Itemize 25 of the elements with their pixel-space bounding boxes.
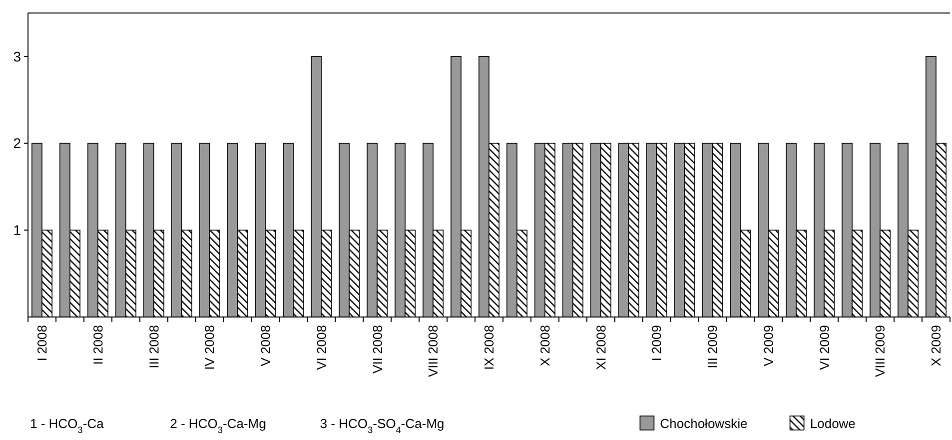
y-tick-label: 3 (13, 48, 22, 64)
x-tick-label: II 2008 (90, 325, 106, 365)
text: 3 - HCO$_{3}$-SO$_{4}$-Ca-Mg (320, 416, 444, 435)
y-tick-label: 2 (13, 135, 22, 152)
legend-label: Chochołowskie (660, 416, 748, 431)
x-tick-label: XI 2008 (593, 325, 608, 370)
x-tick-label: I 2009 (649, 325, 664, 362)
x-tick-label: VI 2008 (314, 325, 329, 370)
x-tick-label: V 2008 (258, 325, 274, 366)
x-tick-label: VIII 2008 (426, 325, 441, 378)
x-tick-label: VII 2008 (370, 325, 385, 374)
x-tick-label: VI 2009 (816, 325, 832, 370)
x-tick-label: III 2009 (705, 325, 720, 368)
x-tick-label: IV 2008 (202, 325, 218, 370)
x-tick-label: VIII 2009 (872, 325, 888, 378)
x-tick-label: III 2008 (146, 325, 162, 368)
x-tick-label: X 2008 (537, 325, 552, 366)
legend-label: Lodowe (810, 416, 856, 431)
text: 2 - HCO$_{3}$-Ca-Mg (170, 416, 266, 435)
text: 1 - HCO$_{3}$-Ca (30, 416, 104, 435)
x-tick-label: I 2008 (34, 325, 50, 362)
x-tick-label: IX 2008 (482, 325, 497, 370)
y-tick-label: 1 (13, 222, 22, 238)
x-tick-label: V 2009 (760, 325, 776, 366)
x-tick-label: X 2009 (928, 325, 944, 366)
